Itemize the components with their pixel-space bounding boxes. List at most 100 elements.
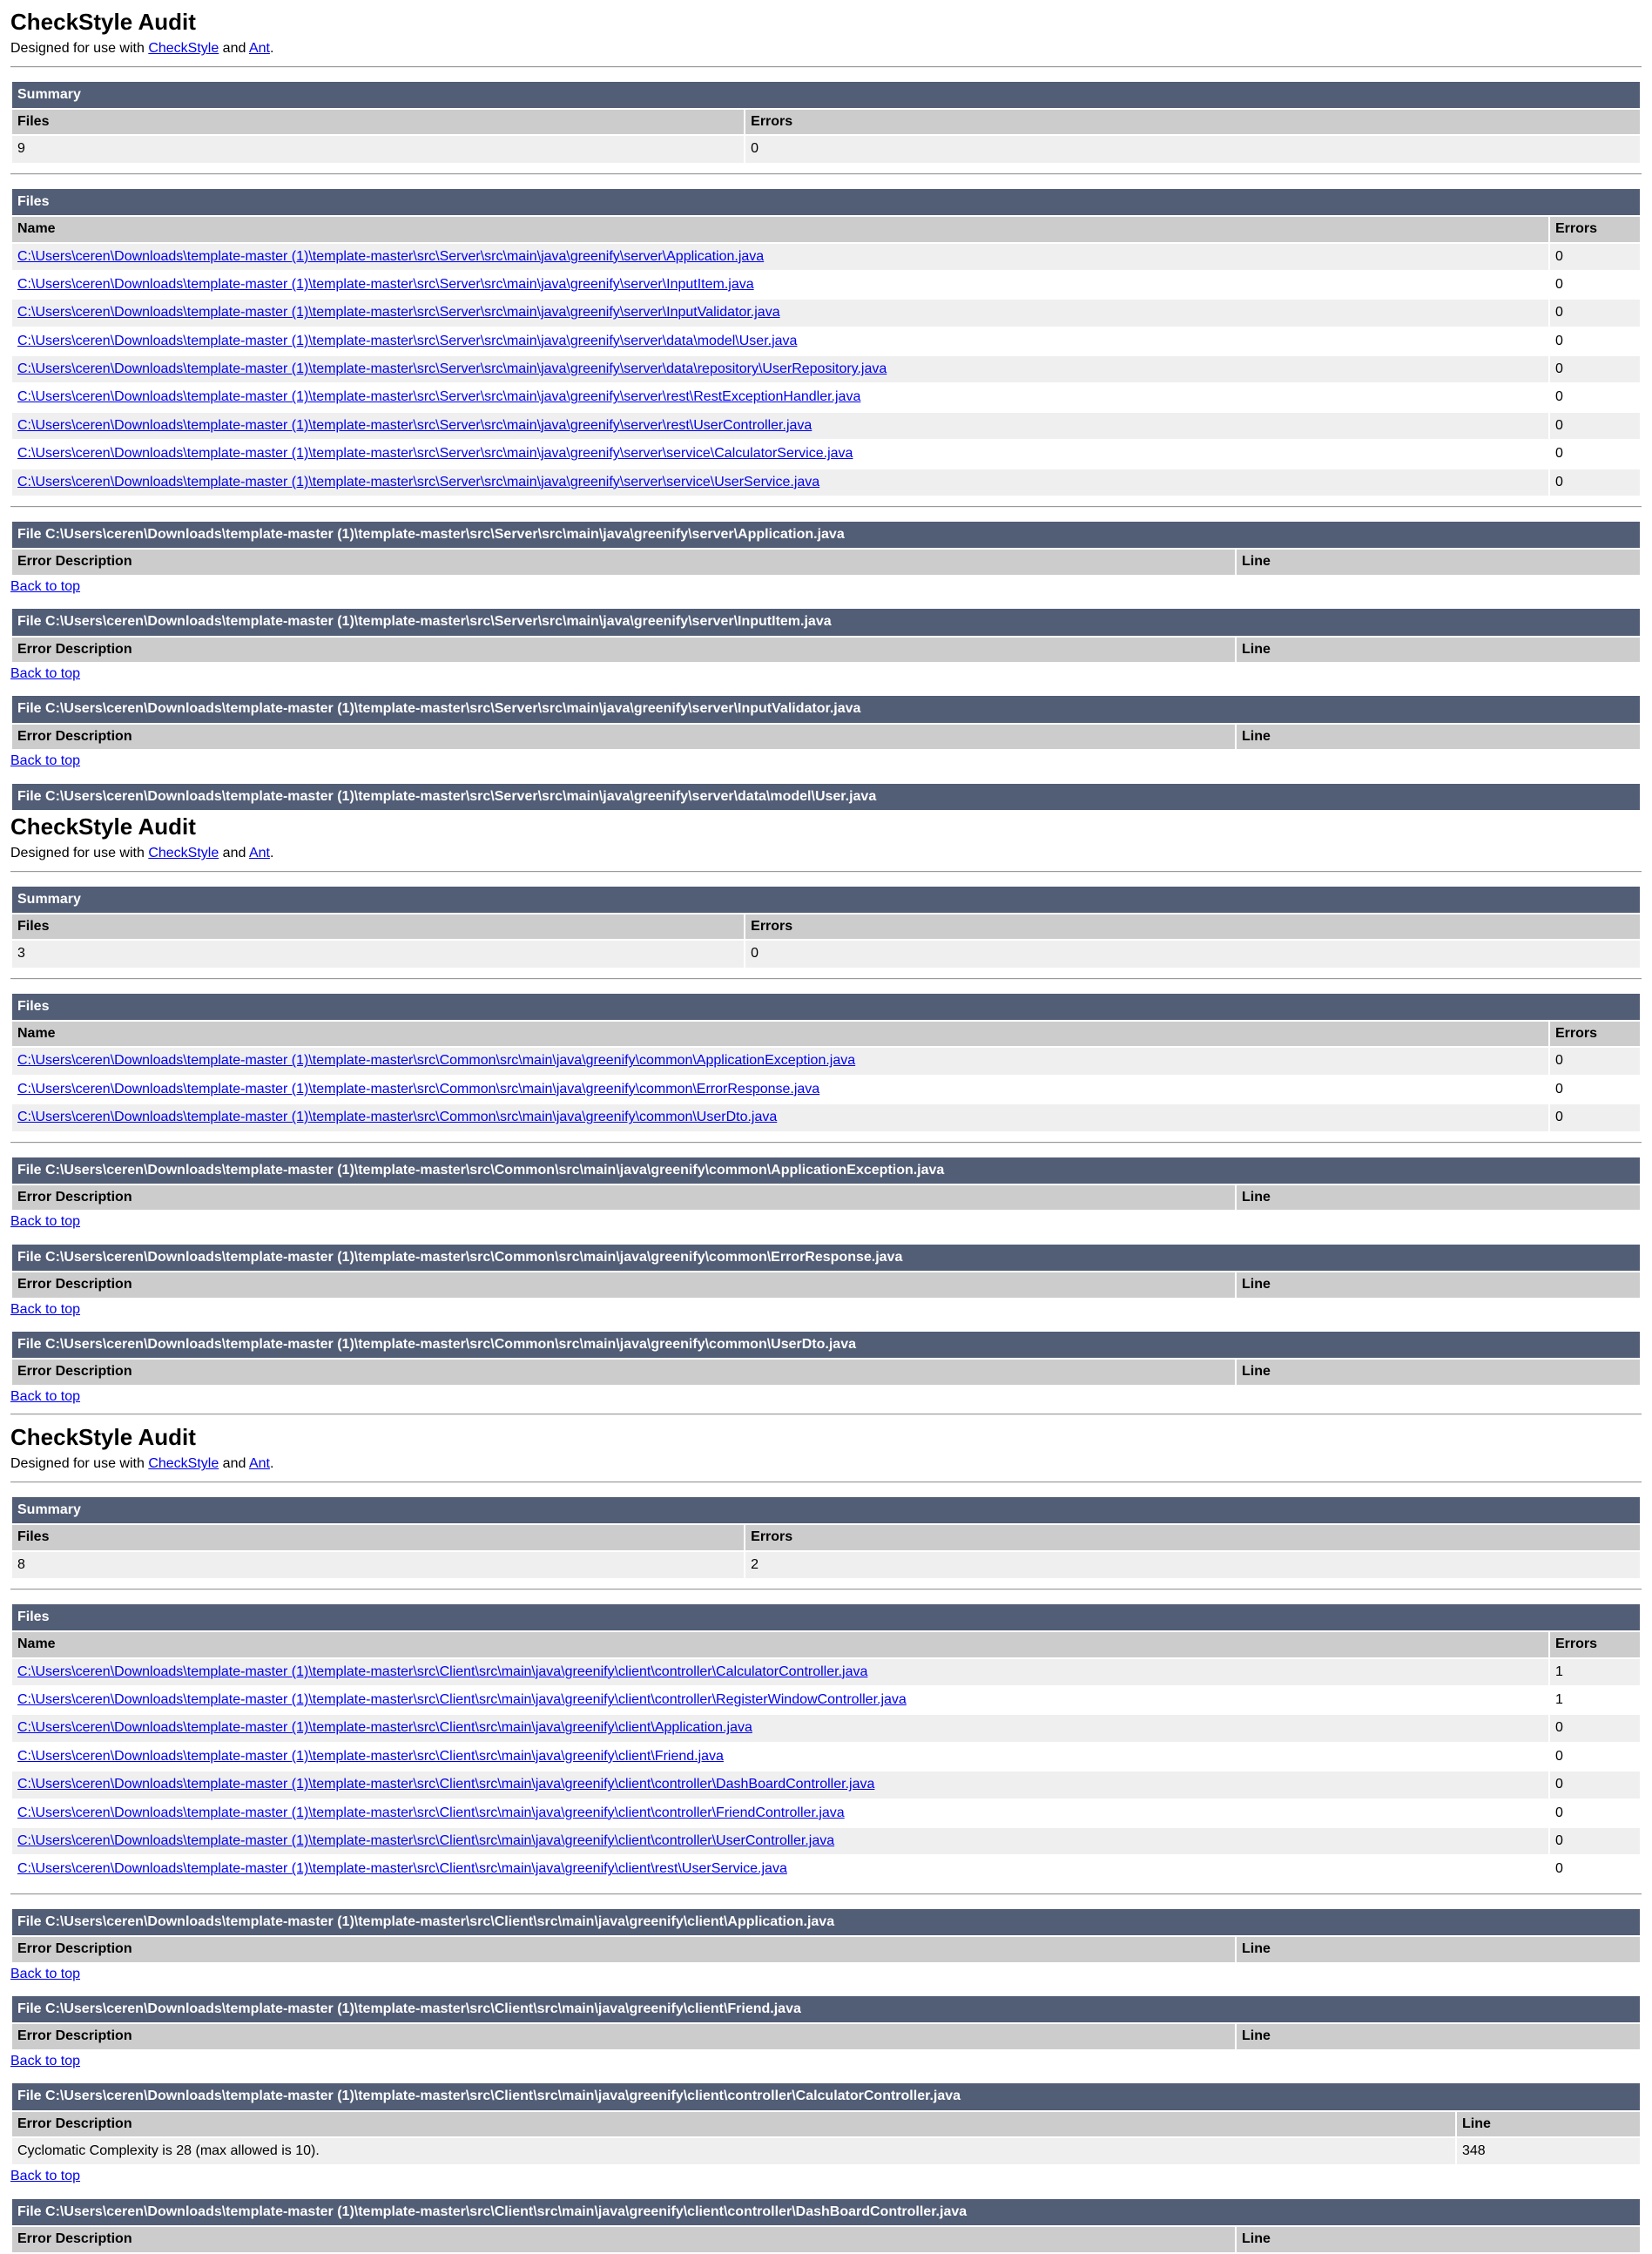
summary-row: 8 2 bbox=[12, 1551, 1640, 1578]
error-description-header: Error Description bbox=[12, 637, 1235, 662]
file-link[interactable]: C:\Users\ceren\Downloads\template-master… bbox=[17, 474, 820, 489]
divider bbox=[10, 506, 1642, 509]
error-description-header: Error Description bbox=[12, 1937, 1235, 1962]
back-to-top-link[interactable]: Back to top bbox=[10, 578, 81, 594]
table-header-row: Name Errors bbox=[12, 1022, 1640, 1047]
back-to-top-link[interactable]: Back to top bbox=[10, 1214, 81, 1230]
table-header-row: Error Description Line bbox=[12, 2111, 1640, 2136]
file-link[interactable]: C:\Users\ceren\Downloads\template-master… bbox=[17, 305, 780, 321]
errors-count: 0 bbox=[745, 941, 1640, 968]
file-section-header: File C:\Users\ceren\Downloads\template-m… bbox=[12, 1908, 1640, 1936]
file-link[interactable]: C:\Users\ceren\Downloads\template-master… bbox=[17, 1692, 907, 1708]
table-header-row: Error Description Line bbox=[12, 724, 1640, 750]
file-errors-table: Error Description Line bbox=[10, 1935, 1642, 1963]
file-link[interactable]: C:\Users\ceren\Downloads\template-master… bbox=[17, 1861, 787, 1877]
errors-cell: 0 bbox=[1550, 441, 1640, 468]
ant-link[interactable]: Ant bbox=[248, 41, 270, 57]
file-link[interactable]: C:\Users\ceren\Downloads\template-master… bbox=[17, 1110, 778, 1125]
errors-cell: 0 bbox=[1550, 327, 1640, 355]
name-column-header: Name bbox=[12, 1022, 1548, 1047]
errors-cell: 0 bbox=[1550, 271, 1640, 299]
file-link[interactable]: C:\Users\ceren\Downloads\template-master… bbox=[17, 276, 754, 292]
back-to-top-link[interactable]: Back to top bbox=[10, 1966, 81, 1981]
subtitle-and: and bbox=[219, 41, 249, 57]
back-to-top-link[interactable]: Back to top bbox=[10, 753, 81, 769]
file-link[interactable]: C:\Users\ceren\Downloads\template-master… bbox=[17, 248, 765, 264]
files-column-header: Files bbox=[12, 914, 745, 940]
name-cell: C:\Users\ceren\Downloads\template-master… bbox=[12, 271, 1548, 299]
name-cell: C:\Users\ceren\Downloads\template-master… bbox=[12, 1799, 1548, 1827]
name-cell: C:\Users\ceren\Downloads\template-master… bbox=[12, 1048, 1548, 1075]
file-link[interactable]: C:\Users\ceren\Downloads\template-master… bbox=[17, 446, 853, 462]
file-link[interactable]: C:\Users\ceren\Downloads\template-master… bbox=[17, 1081, 820, 1097]
errors-column-header: Errors bbox=[745, 1525, 1640, 1550]
file-link[interactable]: C:\Users\ceren\Downloads\template-master… bbox=[17, 1805, 845, 1820]
files-table: Name Errors C:\Users\ceren\Downloads\tem… bbox=[10, 215, 1642, 497]
file-section-header: File C:\Users\ceren\Downloads\template-m… bbox=[12, 522, 1640, 549]
divider bbox=[10, 65, 1642, 68]
errors-cell: 0 bbox=[1550, 356, 1640, 383]
errors-count: 0 bbox=[745, 136, 1640, 163]
file-link[interactable]: C:\Users\ceren\Downloads\template-master… bbox=[17, 333, 798, 348]
subtitle-and: and bbox=[219, 1456, 249, 1472]
files-section-header: Files bbox=[12, 1603, 1640, 1631]
back-to-top-link[interactable]: Back to top bbox=[10, 2169, 81, 2184]
errors-cell: 0 bbox=[1550, 300, 1640, 327]
table-row: C:\Users\ceren\Downloads\template-master… bbox=[12, 412, 1640, 440]
errors-count: 2 bbox=[745, 1551, 1640, 1578]
table-row: C:\Users\ceren\Downloads\template-master… bbox=[12, 469, 1640, 496]
errors-column-header: Errors bbox=[745, 914, 1640, 940]
subtitle-text: Designed for use with bbox=[10, 1456, 149, 1472]
error-row: Cyclomatic Complexity is 28 (max allowed… bbox=[12, 2137, 1640, 2165]
table-header-row: Name Errors bbox=[12, 217, 1640, 242]
divider bbox=[10, 1141, 1642, 1144]
ant-link[interactable]: Ant bbox=[248, 1456, 270, 1472]
table-row: C:\Users\ceren\Downloads\template-master… bbox=[12, 1715, 1640, 1742]
error-description-header: Error Description bbox=[12, 2024, 1235, 2049]
name-cell: C:\Users\ceren\Downloads\template-master… bbox=[12, 1658, 1548, 1686]
files-column-header: Files bbox=[12, 1525, 745, 1550]
file-section-header: File C:\Users\ceren\Downloads\template-m… bbox=[12, 1996, 1640, 2023]
errors-cell: 0 bbox=[1550, 1048, 1640, 1075]
files-table: Name Errors C:\Users\ceren\Downloads\tem… bbox=[10, 1630, 1642, 1885]
errors-cell: 0 bbox=[1550, 1828, 1640, 1855]
checkstyle-link[interactable]: CheckStyle bbox=[148, 1456, 219, 1472]
back-to-top-link[interactable]: Back to top bbox=[10, 666, 81, 681]
file-link[interactable]: C:\Users\ceren\Downloads\template-master… bbox=[17, 1748, 724, 1764]
name-cell: C:\Users\ceren\Downloads\template-master… bbox=[12, 469, 1548, 496]
file-link[interactable]: C:\Users\ceren\Downloads\template-master… bbox=[17, 389, 861, 405]
back-to-top-link[interactable]: Back to top bbox=[10, 2053, 81, 2068]
checkstyle-link[interactable]: CheckStyle bbox=[148, 846, 219, 861]
name-column-header: Name bbox=[12, 217, 1548, 242]
files-table: Name Errors C:\Users\ceren\Downloads\tem… bbox=[10, 1020, 1642, 1133]
file-link[interactable]: C:\Users\ceren\Downloads\template-master… bbox=[17, 1777, 875, 1792]
divider bbox=[10, 172, 1642, 175]
back-to-top-link[interactable]: Back to top bbox=[10, 1388, 81, 1404]
file-link[interactable]: C:\Users\ceren\Downloads\template-master… bbox=[17, 1720, 752, 1736]
line-header: Line bbox=[1457, 2111, 1640, 2136]
file-link[interactable]: C:\Users\ceren\Downloads\template-master… bbox=[17, 1833, 835, 1849]
table-row: C:\Users\ceren\Downloads\template-master… bbox=[12, 1771, 1640, 1798]
name-cell: C:\Users\ceren\Downloads\template-master… bbox=[12, 300, 1548, 327]
file-link[interactable]: C:\Users\ceren\Downloads\template-master… bbox=[17, 417, 813, 433]
back-to-top: Back to top bbox=[10, 1302, 1642, 1318]
checkstyle-link[interactable]: CheckStyle bbox=[148, 41, 219, 57]
back-to-top: Back to top bbox=[10, 2054, 1642, 2069]
table-header-row: Error Description Line bbox=[12, 1272, 1640, 1298]
errors-cell: 0 bbox=[1550, 1799, 1640, 1827]
table-header-row: Error Description Line bbox=[12, 550, 1640, 575]
ant-link[interactable]: Ant bbox=[248, 846, 270, 861]
file-errors-table: Error Description Line bbox=[10, 2022, 1642, 2050]
file-link[interactable]: C:\Users\ceren\Downloads\template-master… bbox=[17, 1053, 856, 1069]
name-cell: C:\Users\ceren\Downloads\template-master… bbox=[12, 1104, 1548, 1131]
summary-row: 3 0 bbox=[12, 941, 1640, 968]
table-row: C:\Users\ceren\Downloads\template-master… bbox=[12, 1743, 1640, 1771]
back-to-top-link[interactable]: Back to top bbox=[10, 1301, 81, 1317]
file-link[interactable]: C:\Users\ceren\Downloads\template-master… bbox=[17, 361, 887, 377]
errors-cell: 0 bbox=[1550, 384, 1640, 411]
file-section-header: File C:\Users\ceren\Downloads\template-m… bbox=[12, 2198, 1640, 2226]
file-link[interactable]: C:\Users\ceren\Downloads\template-master… bbox=[17, 1664, 868, 1679]
file-section-header: File C:\Users\ceren\Downloads\template-m… bbox=[12, 2083, 1640, 2110]
back-to-top: Back to top bbox=[10, 753, 1642, 769]
files-count: 8 bbox=[12, 1551, 745, 1578]
